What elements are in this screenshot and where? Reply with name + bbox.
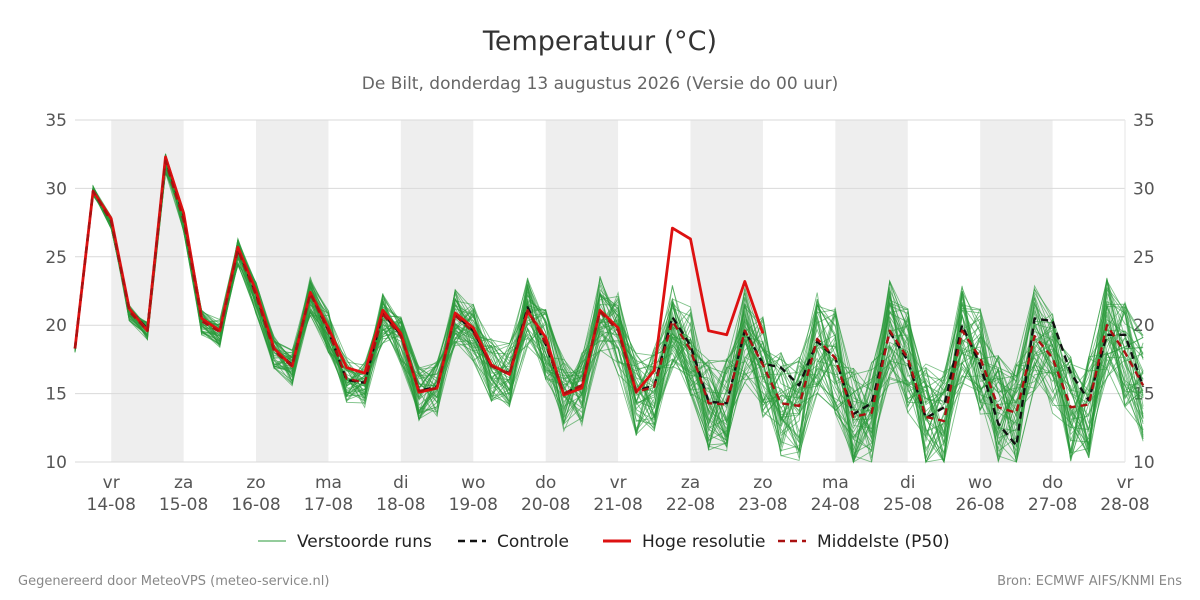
- legend-label: Middelste (P50): [817, 532, 950, 552]
- x-tick-day: za: [681, 473, 700, 493]
- series-line-hoge-resolutie: [73, 155, 765, 397]
- ensemble-member-line: [74, 167, 1144, 459]
- ensemble-member-line: [74, 170, 1144, 464]
- x-tick-day: do: [1042, 473, 1063, 493]
- shaded-day: [111, 120, 184, 462]
- x-tick-date: 21-08: [593, 495, 642, 515]
- x-tick-day: zo: [246, 473, 265, 493]
- x-tick-date: 19-08: [449, 495, 498, 515]
- x-tick-date: 25-08: [883, 495, 932, 515]
- x-tick-day: wo: [461, 473, 485, 493]
- y-tick-label-right: 25: [1133, 248, 1155, 268]
- shaded-day: [256, 120, 329, 462]
- y-tick-label-right: 10: [1133, 453, 1155, 473]
- y-tick-label-left: 15: [45, 385, 67, 405]
- x-tick-day: wo: [968, 473, 992, 493]
- x-tick-date: 28-08: [1100, 495, 1149, 515]
- x-tick-date: 15-08: [159, 495, 208, 515]
- footer-generator: Gegenereerd door MeteoVPS (meteo-service…: [18, 574, 329, 589]
- y-tick-label-left: 20: [45, 316, 67, 336]
- x-tick-date: 16-08: [231, 495, 280, 515]
- x-tick-day: zo: [753, 473, 772, 493]
- x-tick-day: do: [535, 473, 556, 493]
- y-tick-label-right: 30: [1133, 179, 1155, 199]
- x-tick-day: vr: [103, 473, 120, 493]
- x-tick-date: 26-08: [955, 495, 1004, 515]
- legend-label: Controle: [497, 532, 569, 552]
- ensemble-member-line: [74, 153, 1144, 463]
- y-tick-label-right: 35: [1133, 111, 1155, 131]
- x-tick-day: di: [393, 473, 409, 493]
- series-line-middelste-p50-: [73, 159, 1145, 423]
- x-tick-date: 18-08: [376, 495, 425, 515]
- legend-label: Verstoorde runs: [297, 532, 432, 552]
- x-tick-day: ma: [822, 473, 849, 493]
- x-tick-date: 27-08: [1028, 495, 1077, 515]
- footer-source: Bron: ECMWF AIFS/KNMI Ens: [997, 574, 1182, 589]
- y-tick-label-left: 30: [45, 179, 67, 199]
- y-tick-label-left: 25: [45, 248, 67, 268]
- x-tick-day: ma: [315, 473, 342, 493]
- legend: Verstoorde runs Controle Hoge resolutie Mid…: [258, 532, 950, 552]
- plot-area: [73, 153, 1145, 464]
- legend-label: Hoge resolutie: [642, 532, 766, 552]
- y-tick-label-right: 20: [1133, 316, 1155, 336]
- x-tick-date: 23-08: [738, 495, 787, 515]
- chart-title: Temperatuur (°C): [482, 26, 717, 57]
- x-tick-date: 20-08: [521, 495, 570, 515]
- x-tick-date: 14-08: [87, 495, 136, 515]
- x-tick-date: 24-08: [811, 495, 860, 515]
- x-axis: vr14-08za15-08zo16-08ma17-08di18-08wo19-…: [87, 473, 1150, 515]
- x-tick-day: vr: [610, 473, 627, 493]
- chart-subtitle: De Bilt, donderdag 13 augustus 2026 (Ver…: [362, 74, 839, 94]
- x-tick-date: 17-08: [304, 495, 353, 515]
- y-tick-label-left: 10: [45, 453, 67, 473]
- y-axis-left: 10 15 20 25 30 35: [45, 111, 67, 473]
- x-tick-day: za: [174, 473, 193, 493]
- x-tick-day: di: [900, 473, 916, 493]
- x-tick-day: vr: [1116, 473, 1133, 493]
- x-tick-date: 22-08: [666, 495, 715, 515]
- y-tick-label-left: 35: [45, 111, 67, 131]
